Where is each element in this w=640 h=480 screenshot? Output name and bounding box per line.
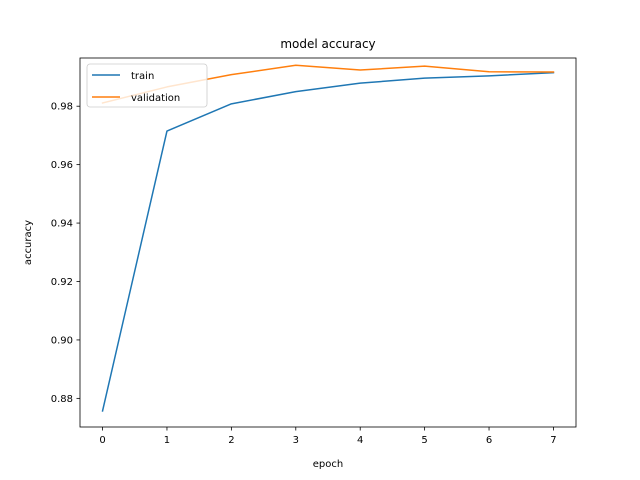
chart-title: model accuracy <box>280 37 375 51</box>
x-tick-label: 2 <box>228 435 234 446</box>
y-axis-label: accuracy <box>23 220 34 265</box>
axes-frame <box>79 57 577 428</box>
series-line-train <box>101 71 555 412</box>
legend-label-validation: validation <box>131 93 180 104</box>
x-tick-label: 5 <box>421 435 427 446</box>
y-tick-label: 0.92 <box>51 277 73 288</box>
y-axis-ticks: 0.88 0.90 0.92 0.94 0.96 0.98 <box>51 102 80 405</box>
legend: train validation <box>86 63 208 108</box>
x-tick-label: 6 <box>486 435 492 446</box>
x-tick-label: 7 <box>550 435 556 446</box>
x-tick-label: 4 <box>357 435 363 446</box>
x-axis-label: epoch <box>313 459 343 470</box>
legend-label-train: train <box>131 71 154 82</box>
y-tick-label: 0.96 <box>51 160 73 171</box>
x-tick-label: 0 <box>99 435 105 446</box>
x-axis-ticks: 0 1 2 3 4 5 6 7 <box>99 427 557 446</box>
y-tick-label: 0.90 <box>51 335 73 346</box>
y-tick-label: 0.98 <box>51 102 73 113</box>
x-tick-label: 1 <box>164 435 170 446</box>
x-tick-label: 3 <box>293 435 299 446</box>
y-tick-label: 0.94 <box>51 219 73 230</box>
y-tick-label: 0.88 <box>51 394 73 405</box>
